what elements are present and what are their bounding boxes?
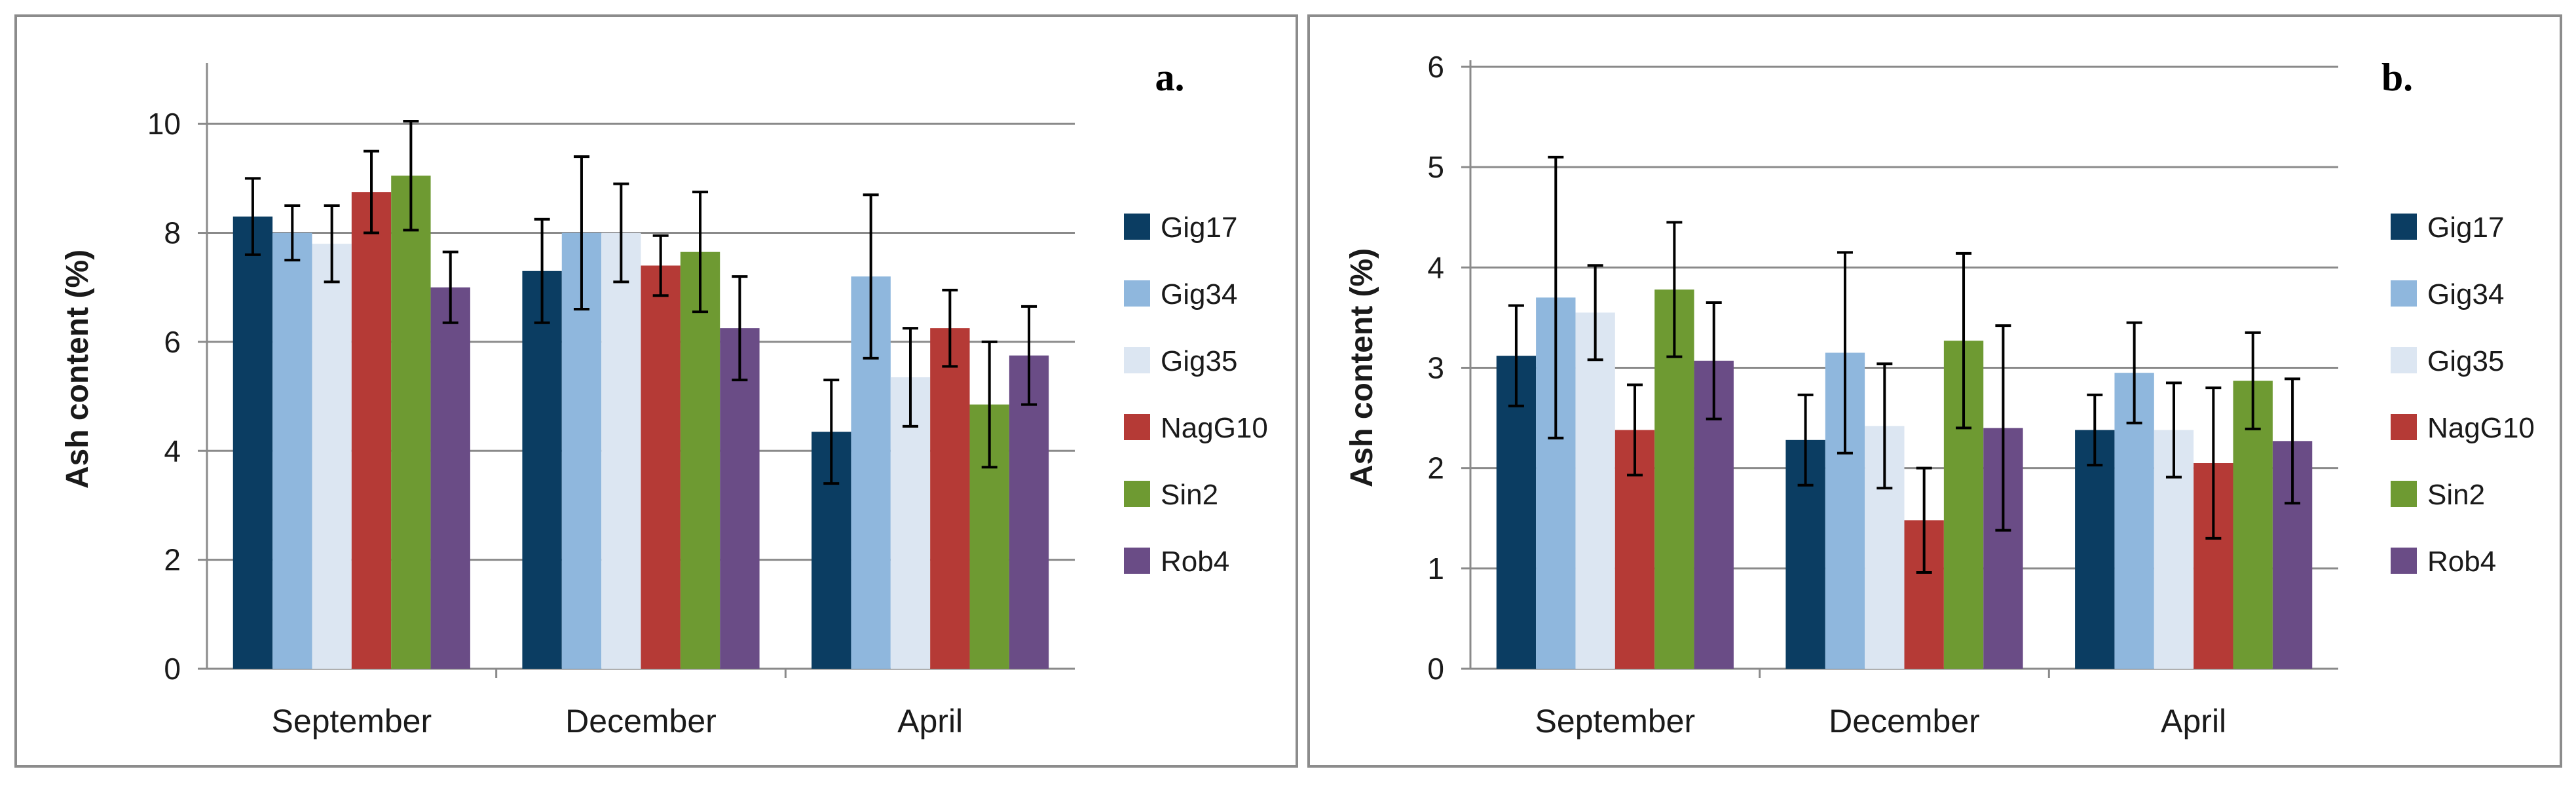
chart-b-svg: 0 1 2 3 4 5 6 September December April Ash content…: [1345, 50, 2535, 739]
legend-label: Rob4: [2427, 546, 2496, 578]
bar-nagg10: [930, 328, 970, 669]
legend-label: Gig34: [2427, 278, 2504, 310]
legend-label: Gig34: [1161, 278, 1237, 310]
y-tick-label: 2: [164, 543, 181, 577]
legend-label: NagG10: [2427, 412, 2535, 444]
legend-swatch-gig17: [1124, 214, 1150, 240]
y-tick-label: 8: [164, 216, 181, 250]
y-tick-label: 3: [1427, 351, 1444, 385]
legend-label: Gig17: [1161, 212, 1237, 244]
legend-swatch-gig34: [2391, 280, 2417, 307]
bar-gig17: [233, 216, 273, 669]
chart-panel-a: 0 2 4 6 8 10 September December April Ash content…: [14, 14, 1298, 768]
bar-gig35: [1575, 312, 1615, 669]
legend-swatch-gig35: [1124, 347, 1150, 373]
bar-gig17: [522, 271, 562, 669]
y-tick-label: 2: [1427, 451, 1444, 485]
bar-rob4: [1009, 355, 1049, 669]
legend-swatch-sin2: [2391, 481, 2417, 507]
bar-sin2: [391, 176, 431, 669]
x-category-label: December: [1829, 703, 1980, 739]
chart-panel-b: 0 1 2 3 4 5 6 September December April Ash content…: [1307, 14, 2562, 768]
bar-gig17: [1496, 356, 1537, 669]
bar-rob4: [430, 287, 470, 669]
legend-swatch-nagg10: [1124, 414, 1150, 440]
x-category-label: September: [272, 703, 432, 739]
y-tick-label: 0: [1427, 652, 1444, 686]
chart-a-svg: 0 2 4 6 8 10 September December April Ash content…: [60, 56, 1268, 739]
legend-swatch-rob4: [2391, 548, 2417, 574]
legend-label: Sin2: [2427, 479, 2485, 511]
y-tick-label: 4: [164, 434, 181, 468]
bar-nagg10: [641, 265, 681, 669]
legend-swatch-gig34: [1124, 280, 1150, 307]
panel-label: b.: [2381, 56, 2413, 99]
legend-label: NagG10: [1161, 412, 1268, 444]
x-category-label: September: [1535, 703, 1696, 739]
y-tick-label: 6: [1427, 50, 1444, 84]
legend-swatch-gig35: [2391, 347, 2417, 373]
legend-label: Gig35: [1161, 345, 1237, 377]
bar-gig17: [2075, 430, 2115, 669]
legend-label: Gig17: [2427, 212, 2504, 244]
y-axis-title: Ash content (%): [1345, 248, 1379, 487]
y-tick-label: 5: [1427, 150, 1444, 184]
legend-label: Rob4: [1161, 546, 1229, 578]
legend-label: Sin2: [1161, 479, 1218, 511]
panel-label: a.: [1155, 56, 1185, 99]
bar-rob4: [720, 328, 760, 669]
x-category-label: April: [2161, 703, 2226, 739]
bar-nagg10: [351, 192, 392, 669]
bar-sin2: [680, 252, 720, 669]
y-tick-label: 0: [164, 652, 181, 686]
bar-gig34: [272, 233, 312, 669]
bar-gig35: [601, 233, 641, 669]
legend-swatch-gig17: [2391, 214, 2417, 240]
legend-swatch-rob4: [1124, 548, 1150, 574]
y-tick-label: 6: [164, 325, 181, 359]
y-tick-label: 4: [1427, 250, 1444, 284]
y-axis-title: Ash content (%): [60, 250, 95, 489]
legend-swatch-sin2: [1124, 481, 1150, 507]
x-category-label: April: [897, 703, 963, 739]
y-tick-label: 10: [147, 107, 181, 141]
y-tick-label: 1: [1427, 552, 1444, 586]
legend-swatch-nagg10: [2391, 414, 2417, 440]
x-category-label: December: [565, 703, 717, 739]
bar-gig35: [312, 244, 352, 669]
legend-label: Gig35: [2427, 345, 2504, 377]
